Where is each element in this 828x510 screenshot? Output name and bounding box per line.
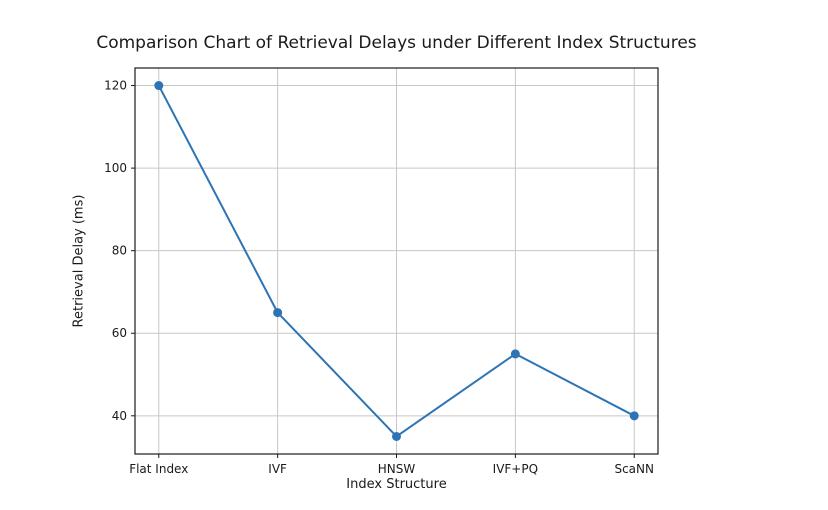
x-tick-label: IVF+PQ (493, 462, 538, 476)
x-tick-label: IVF (268, 462, 287, 476)
data-point-marker (629, 411, 639, 421)
y-tick-label: 60 (112, 326, 127, 340)
x-tick-label: HNSW (378, 462, 416, 476)
data-point-marker (392, 431, 401, 441)
data-point-marker (273, 308, 283, 318)
data-point-marker (154, 81, 164, 91)
x-axis-label: Index Structure (346, 477, 447, 492)
y-tick-label: 100 (104, 161, 127, 175)
chart-title: Comparison Chart of Retrieval Delays und… (96, 33, 697, 53)
plot-border (134, 67, 659, 455)
y-tick-label: 80 (112, 244, 127, 258)
y-tick-label: 120 (104, 79, 127, 93)
x-tick-label: Flat Index (129, 462, 188, 476)
data-point-marker (510, 349, 520, 359)
x-tick-label: ScaNN (614, 462, 654, 476)
y-tick-label: 40 (112, 409, 127, 423)
